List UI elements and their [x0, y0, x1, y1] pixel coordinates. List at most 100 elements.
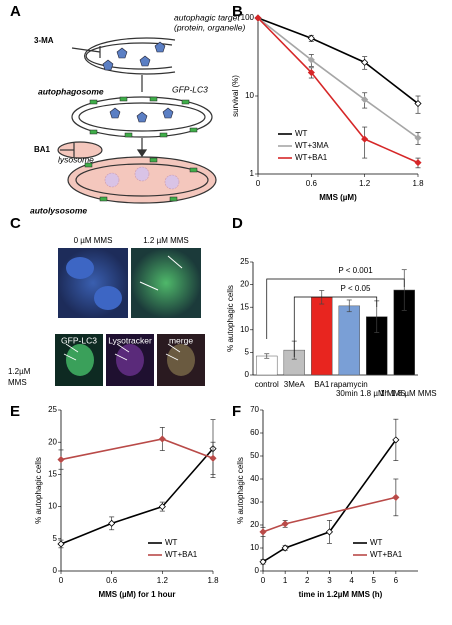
degraded-cargo: [134, 166, 150, 182]
micrographs: [55, 248, 205, 386]
y-tick-label: 60: [250, 428, 259, 437]
panel-label: D: [232, 215, 243, 232]
y-tick-label: 0: [53, 566, 58, 575]
y-tick-label: 20: [240, 280, 249, 289]
cargo: [139, 55, 151, 67]
bracket: [293, 296, 378, 357]
marker: [392, 436, 400, 444]
y-tick-label: 15: [240, 302, 249, 311]
series-line: [257, 17, 419, 139]
diagram: [57, 37, 217, 204]
panel-label: A: [10, 3, 21, 20]
x-tick-label: BA1: [314, 380, 330, 389]
cargo: [116, 47, 128, 59]
y-tick-label: 10: [240, 325, 249, 334]
x-tick-label: 1.8: [207, 576, 219, 585]
diagram-label: (protein, organelle): [174, 22, 246, 32]
diagram-label: autophagic target: [174, 12, 240, 22]
y-tick-label: 25: [240, 257, 249, 266]
lc3: [149, 157, 158, 163]
y-tick-label: 20: [48, 437, 57, 446]
lc3: [124, 132, 133, 138]
marker: [254, 14, 262, 22]
marker: [307, 56, 315, 64]
x-tick-label: 1.2: [157, 576, 169, 585]
x-tick-label: rapamycin: [331, 380, 368, 389]
micrograph: [58, 248, 128, 318]
x-tick-label: 3MeA: [284, 380, 306, 389]
arrow: [167, 343, 181, 353]
lysosome-shape: [57, 141, 103, 159]
nucleus: [94, 286, 122, 310]
row-label: MMS: [8, 378, 27, 387]
y-axis-label: survival (%): [231, 75, 240, 117]
micrograph-label: GFP-LC3: [61, 335, 97, 345]
diagram-label: lysosome: [58, 154, 94, 164]
marker: [57, 540, 65, 548]
marker: [361, 135, 369, 143]
lc3: [189, 167, 198, 173]
cell: [66, 344, 94, 376]
y-axis-label: % autophagic cells: [34, 457, 43, 524]
legend-label: WT+BA1: [295, 153, 328, 162]
marker: [361, 96, 369, 104]
phagophore-outer: [84, 37, 176, 75]
y-tick-label: 100: [241, 13, 255, 22]
marker: [158, 435, 166, 443]
bar: [338, 305, 360, 376]
x-axis-label: MMS (µM) for 1 hour: [98, 590, 175, 599]
autolysosome-inner: [75, 163, 209, 197]
micrograph-label: Lysotracker: [108, 335, 152, 345]
marker: [259, 528, 267, 536]
x-tick-label: 0: [59, 576, 64, 585]
marker: [325, 528, 333, 536]
diagram-label: autolysosome: [30, 205, 87, 215]
lc3: [89, 129, 98, 135]
lc3: [99, 196, 108, 202]
inhibit-line: [71, 47, 101, 53]
series-line: [60, 448, 214, 545]
cargo: [109, 107, 121, 119]
arrow: [165, 353, 179, 361]
series-line: [262, 439, 397, 563]
arrow: [167, 255, 183, 269]
y-tick-label: 0: [255, 566, 260, 575]
x-tick-label: 6: [394, 576, 399, 585]
diagram-label: 3-MA: [34, 36, 54, 45]
arrow: [139, 281, 159, 291]
y-tick-label: 10: [250, 543, 259, 552]
marker: [281, 520, 289, 528]
series-line: [257, 17, 419, 164]
marker: [307, 34, 315, 42]
micrograph-label: 0 µM MMS: [74, 236, 113, 245]
panel-label: C: [10, 215, 21, 232]
diagram-label: autophagosome: [38, 86, 104, 96]
cell: [116, 344, 144, 376]
lc3: [89, 99, 98, 105]
x-tick-label: 2: [305, 576, 310, 585]
legend-label: WT: [165, 538, 178, 547]
y-tick-label: 50: [250, 451, 259, 460]
panel-label: B: [232, 3, 243, 20]
arrowhead: [136, 149, 148, 158]
y-tick-label: 20: [250, 520, 259, 529]
lc3: [169, 196, 178, 202]
panel-label: F: [232, 403, 241, 420]
legend-label: WT+BA1: [370, 550, 403, 559]
arrow: [65, 343, 79, 353]
lc3: [149, 96, 158, 102]
x-tick-label: 1.8: [412, 179, 424, 188]
y-tick-label: 10: [48, 502, 57, 511]
cargo: [136, 111, 148, 123]
autophagosome-inner: [78, 102, 206, 132]
x-tick-label: 0: [256, 179, 261, 188]
marker: [414, 159, 422, 167]
x-tick-label: 1.2: [359, 179, 371, 188]
lc3: [189, 127, 198, 133]
x-tick-label: control: [255, 380, 279, 389]
marker: [57, 456, 65, 464]
x-tick-label: 1: [283, 576, 288, 585]
bar: [256, 355, 278, 376]
y-tick-label: 10: [245, 91, 254, 100]
